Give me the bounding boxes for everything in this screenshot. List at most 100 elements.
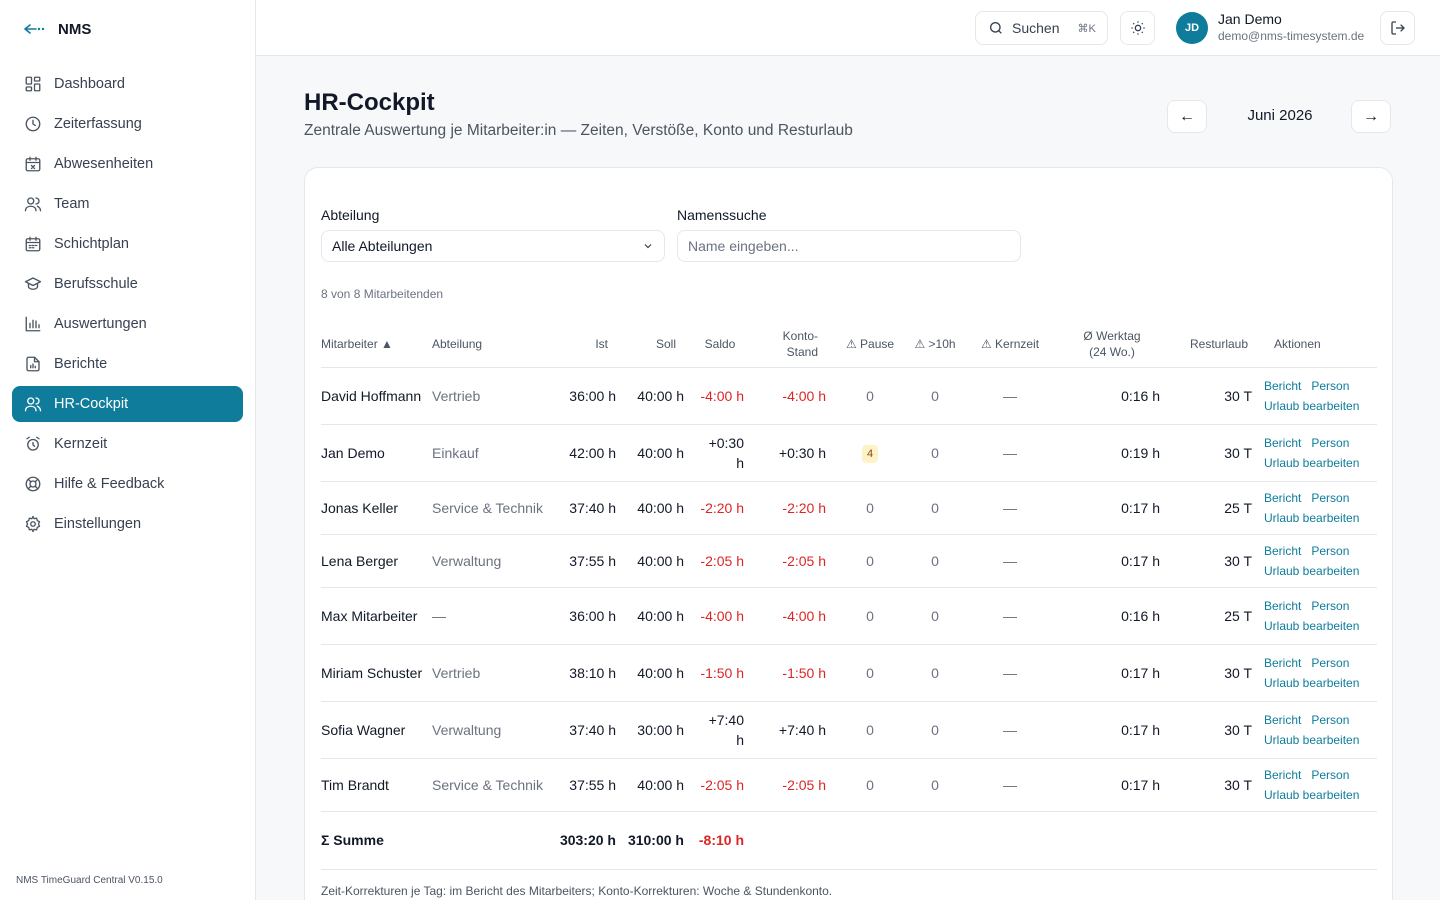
sidebar-item-dashboard[interactable]: Dashboard bbox=[12, 66, 243, 102]
konto-value: -2:05 h bbox=[750, 534, 840, 588]
sidebar-item-auswertungen[interactable]: Auswertungen bbox=[12, 306, 243, 342]
employee-table: Mitarbeiter ▲ Abteilung Ist Soll Saldo K… bbox=[321, 321, 1377, 870]
name-search-label: Namenssuche bbox=[677, 207, 767, 223]
calendar-x-icon bbox=[24, 155, 42, 173]
sidebar-item-team[interactable]: Team bbox=[12, 186, 243, 222]
vacation-edit-link[interactable]: Urlaub bearbeiten bbox=[1264, 675, 1360, 690]
col-vacation[interactable]: Resturlaub bbox=[1174, 321, 1264, 368]
next-month-button[interactable]: → bbox=[1351, 100, 1391, 133]
sidebar-item-berufsschule[interactable]: Berufsschule bbox=[12, 266, 243, 302]
employee-department: Vertrieb bbox=[432, 644, 552, 702]
vacation-edit-link[interactable]: Urlaub bearbeiten bbox=[1264, 732, 1360, 747]
pause-violations: 0 bbox=[840, 534, 900, 588]
sidebar-item-zeiterfassung[interactable]: Zeiterfassung bbox=[12, 106, 243, 142]
person-link[interactable]: Person bbox=[1311, 598, 1350, 613]
pause-count: 0 bbox=[866, 664, 874, 681]
vacation-edit-link[interactable]: Urlaub bearbeiten bbox=[1264, 618, 1360, 633]
konto-value: -4:00 h bbox=[750, 587, 840, 645]
vacation-edit-link[interactable]: Urlaub bearbeiten bbox=[1264, 398, 1360, 413]
col-department[interactable]: Abteilung bbox=[432, 321, 552, 368]
sidebar-item-hr-cockpit[interactable]: HR-Cockpit bbox=[12, 386, 243, 422]
chevron-down-icon bbox=[644, 244, 652, 249]
saldo-value: -2:20 h bbox=[690, 481, 750, 535]
over10-violations: 0 bbox=[900, 534, 970, 588]
logout-button[interactable] bbox=[1380, 11, 1415, 45]
person-link[interactable]: Person bbox=[1311, 435, 1350, 450]
brand[interactable]: NMS bbox=[0, 0, 255, 58]
over10-violations: 0 bbox=[900, 644, 970, 702]
col-workday[interactable]: Ø Werktag (24 Wo.) bbox=[1050, 321, 1174, 368]
sidebar-item-einstellungen[interactable]: Einstellungen bbox=[12, 506, 243, 542]
col-saldo[interactable]: Saldo bbox=[690, 321, 750, 368]
person-link[interactable]: Person bbox=[1311, 767, 1350, 782]
ist-value: 36:00 h bbox=[552, 367, 622, 425]
col-actions: Aktionen bbox=[1264, 321, 1377, 368]
soll-value: 40:00 h bbox=[622, 481, 690, 535]
pause-count: 0 bbox=[866, 387, 874, 404]
col-konto[interactable]: Konto- Stand bbox=[750, 321, 840, 368]
konto-value: -2:05 h bbox=[750, 758, 840, 812]
employee-department: Einkauf bbox=[432, 424, 552, 482]
remaining-vacation: 30 T bbox=[1174, 424, 1264, 482]
name-search-input[interactable] bbox=[677, 230, 1021, 262]
report-link[interactable]: Bericht bbox=[1264, 435, 1302, 450]
prev-month-button[interactable]: ← bbox=[1167, 100, 1207, 133]
sidebar-item-berichte[interactable]: Berichte bbox=[12, 346, 243, 382]
report-link[interactable]: Bericht bbox=[1264, 378, 1302, 393]
col-over10[interactable]: ⚠ >10h bbox=[900, 321, 970, 368]
table-row: Sofia Wagner Verwaltung 37:40 h 30:00 h +7:4… bbox=[321, 701, 1377, 759]
person-link[interactable]: Person bbox=[1311, 712, 1350, 727]
pause-violations: 4 bbox=[840, 424, 900, 482]
person-link[interactable]: Person bbox=[1311, 543, 1350, 558]
sidebar-item-label: Kernzeit bbox=[54, 436, 108, 452]
person-link[interactable]: Person bbox=[1311, 655, 1350, 670]
soll-value: 30:00 h bbox=[622, 701, 690, 759]
soll-value: 40:00 h bbox=[622, 424, 690, 482]
col-employee[interactable]: Mitarbeiter ▲ bbox=[321, 321, 432, 368]
kernzeit-violations: — bbox=[970, 481, 1050, 535]
employee-count: 8 von 8 Mitarbeitenden bbox=[321, 287, 444, 301]
konto-value: -4:00 h bbox=[750, 367, 840, 425]
avatar[interactable]: JD bbox=[1176, 12, 1208, 44]
over10-violations: 0 bbox=[900, 481, 970, 535]
report-link[interactable]: Bericht bbox=[1264, 767, 1302, 782]
col-ist[interactable]: Ist bbox=[552, 321, 622, 368]
col-kernzeit[interactable]: ⚠ Kernzeit bbox=[970, 321, 1050, 368]
department-label: Abteilung bbox=[321, 207, 380, 223]
saldo-value: -4:00 h bbox=[690, 367, 750, 425]
report-link[interactable]: Bericht bbox=[1264, 598, 1302, 613]
col-soll[interactable]: Soll bbox=[622, 321, 690, 368]
table-row: David Hoffmann Vertrieb 36:00 h 40:00 h -4:0… bbox=[321, 367, 1377, 425]
person-link[interactable]: Person bbox=[1311, 490, 1350, 505]
workday-average: 0:17 h bbox=[1050, 644, 1174, 702]
topbar: Suchen ⌘K JD Jan Demo demo@nms-timesyste… bbox=[256, 0, 1440, 56]
remaining-vacation: 30 T bbox=[1174, 758, 1264, 812]
report-link[interactable]: Bericht bbox=[1264, 490, 1302, 505]
table-row: Jan Demo Einkauf 42:00 h 40:00 h +0:30 h +0:3… bbox=[321, 424, 1377, 482]
report-link[interactable]: Bericht bbox=[1264, 712, 1302, 727]
theme-toggle-button[interactable] bbox=[1120, 11, 1155, 45]
vacation-edit-link[interactable]: Urlaub bearbeiten bbox=[1264, 563, 1360, 578]
report-link[interactable]: Bericht bbox=[1264, 543, 1302, 558]
department-select[interactable]: Alle Abteilungen bbox=[321, 230, 665, 262]
lifebuoy-icon bbox=[24, 475, 42, 493]
actions-line-2: Urlaub bearbeiten bbox=[1264, 673, 1377, 693]
sidebar-item-kernzeit[interactable]: Kernzeit bbox=[12, 426, 243, 462]
vacation-edit-link[interactable]: Urlaub bearbeiten bbox=[1264, 510, 1360, 525]
hr-cockpit-card: Abteilung Alle Abteilungen Namenssuche 8… bbox=[304, 167, 1393, 900]
sidebar-item-label: Dashboard bbox=[54, 76, 125, 92]
kernzeit-violations: — bbox=[970, 587, 1050, 645]
report-link[interactable]: Bericht bbox=[1264, 655, 1302, 670]
search-button[interactable]: Suchen ⌘K bbox=[975, 11, 1108, 45]
calendar-icon bbox=[24, 235, 42, 253]
soll-value: 40:00 h bbox=[622, 367, 690, 425]
person-link[interactable]: Person bbox=[1311, 378, 1350, 393]
sidebar-item-abwesenheiten[interactable]: Abwesenheiten bbox=[12, 146, 243, 182]
sidebar-item-schichtplan[interactable]: Schichtplan bbox=[12, 226, 243, 262]
col-pause[interactable]: ⚠ Pause bbox=[840, 321, 900, 368]
vacation-edit-link[interactable]: Urlaub bearbeiten bbox=[1264, 787, 1360, 802]
row-actions: Bericht Person Urlaub bearbeiten bbox=[1264, 758, 1377, 812]
user-email: demo@nms-timesystem.de bbox=[1218, 29, 1365, 43]
sidebar-item-hilfe-feedback[interactable]: Hilfe & Feedback bbox=[12, 466, 243, 502]
vacation-edit-link[interactable]: Urlaub bearbeiten bbox=[1264, 455, 1360, 470]
